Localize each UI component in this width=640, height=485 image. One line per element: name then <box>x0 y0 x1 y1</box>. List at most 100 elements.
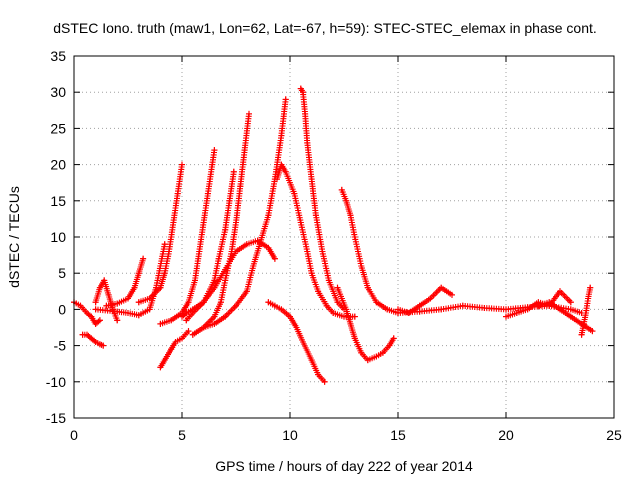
data-point <box>300 89 306 96</box>
series-line <box>276 163 356 318</box>
series-markers <box>92 277 121 324</box>
data-point <box>319 248 326 255</box>
data-point <box>237 183 244 190</box>
data-point <box>183 310 190 316</box>
data-point <box>416 308 423 315</box>
data-point <box>546 299 553 306</box>
data-point <box>163 353 170 360</box>
data-point <box>481 305 488 311</box>
data-point <box>338 295 345 302</box>
x-tick-label: 5 <box>178 427 186 443</box>
x-tick-label: 15 <box>390 427 406 443</box>
data-point <box>211 277 218 284</box>
x-tick-label: 0 <box>70 427 78 443</box>
data-point <box>271 255 278 262</box>
data-point <box>300 339 306 345</box>
data-point <box>395 310 401 316</box>
data-point <box>135 312 142 319</box>
y-tick-label: 30 <box>50 84 66 100</box>
data-point <box>192 277 198 284</box>
series-markers <box>334 284 397 364</box>
data-point <box>215 255 222 262</box>
data-point <box>161 270 168 277</box>
series-markers <box>338 186 401 316</box>
data-point <box>265 212 272 219</box>
data-point <box>358 263 365 269</box>
data-point <box>308 176 315 183</box>
data-point <box>274 176 280 183</box>
data-point <box>84 310 90 316</box>
data-point <box>135 299 142 306</box>
data-point <box>587 284 594 291</box>
data-point <box>503 313 509 320</box>
series-markers <box>200 96 289 331</box>
data-point <box>293 324 300 331</box>
data-series-12 <box>265 299 328 385</box>
data-point <box>222 266 229 273</box>
data-point <box>427 295 434 302</box>
data-series <box>71 85 596 385</box>
data-point <box>364 284 371 291</box>
series-line <box>73 301 101 325</box>
data-point <box>131 284 138 291</box>
x-axis-label: GPS time / hours of day 222 of year 2014 <box>215 458 473 474</box>
data-point <box>243 288 250 295</box>
data-point <box>291 190 298 197</box>
data-point <box>282 96 289 103</box>
data-point <box>449 291 455 298</box>
data-series-0 <box>71 299 103 327</box>
data-point <box>161 241 168 248</box>
y-tick-label: 35 <box>50 48 66 64</box>
data-point <box>438 284 445 291</box>
data-point <box>304 139 311 146</box>
data-point <box>334 299 341 306</box>
y-tick-label: 15 <box>50 193 66 209</box>
data-series-16 <box>334 284 397 364</box>
data-point <box>384 306 391 313</box>
y-axis-label: dSTEC / TECUs <box>6 186 22 288</box>
data-point <box>347 212 354 219</box>
data-point <box>343 197 350 204</box>
series-markers <box>157 328 192 371</box>
data-point <box>334 284 341 291</box>
data-series-18 <box>395 302 585 316</box>
series-markers <box>135 161 185 306</box>
data-point <box>170 219 177 226</box>
data-point <box>204 190 211 197</box>
data-point <box>321 378 328 385</box>
data-point <box>200 324 207 331</box>
data-point <box>105 291 112 298</box>
data-point <box>351 313 358 320</box>
data-point <box>217 299 224 306</box>
data-point <box>196 248 203 255</box>
data-series-15 <box>338 186 401 316</box>
data-point <box>390 335 397 342</box>
data-point <box>200 219 207 226</box>
data-point <box>230 168 237 175</box>
data-point <box>96 317 103 324</box>
data-point <box>96 341 103 348</box>
data-point <box>589 328 596 335</box>
data-point <box>265 244 272 251</box>
data-point <box>157 263 164 269</box>
data-series-1 <box>79 331 107 349</box>
data-point <box>179 161 185 168</box>
data-point <box>185 328 192 335</box>
data-point <box>88 313 95 320</box>
data-point <box>373 353 380 360</box>
data-point <box>222 313 229 320</box>
data-point <box>135 270 142 277</box>
data-point <box>153 284 160 291</box>
data-series-2 <box>92 277 121 324</box>
data-point <box>582 310 589 316</box>
data-point <box>297 85 304 92</box>
data-point <box>578 331 585 338</box>
data-series-5 <box>92 241 168 319</box>
data-point <box>580 320 587 327</box>
data-point <box>567 299 574 306</box>
data-series-4 <box>135 161 185 306</box>
x-tick-label: 20 <box>498 427 514 443</box>
data-point <box>308 357 315 364</box>
data-point <box>243 241 250 248</box>
